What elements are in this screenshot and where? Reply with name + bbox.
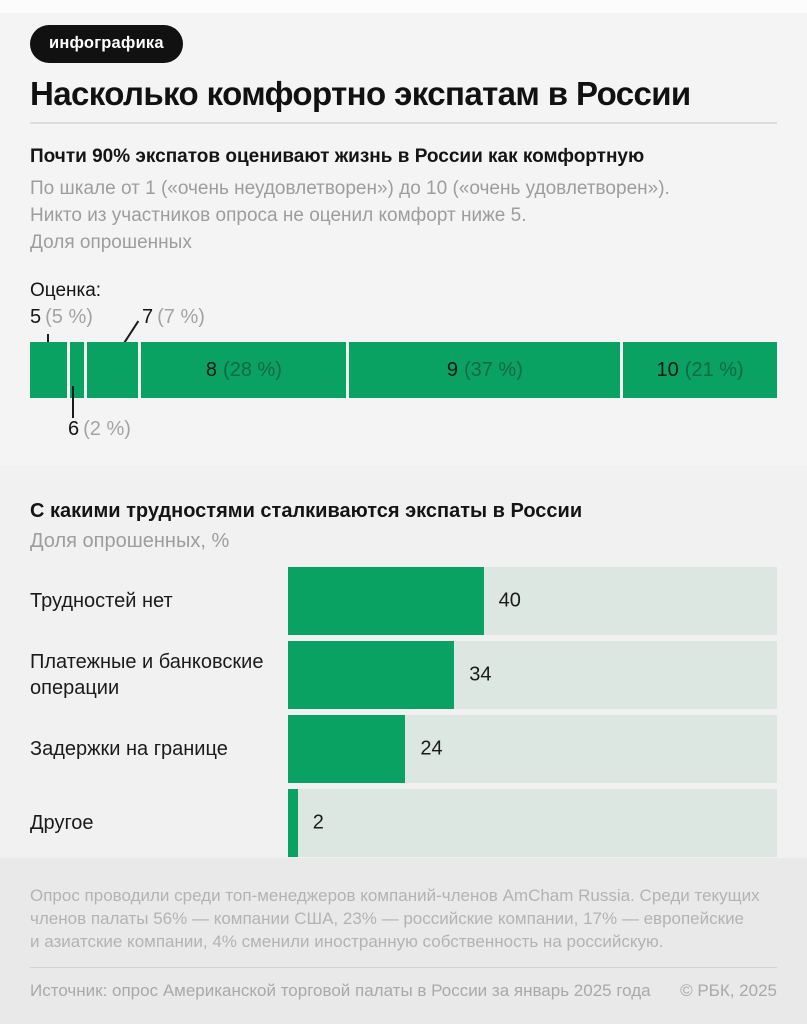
bar-fill bbox=[288, 715, 406, 783]
segment-5-score: 5 bbox=[30, 306, 42, 328]
segment-6-callout: 6 (2 %) bbox=[68, 418, 131, 441]
rating-chart: Оценка: 5 (5 %) 7 (7 %) 8 (28 %) 9 (37 %) 10 (2… bbox=[30, 274, 777, 464]
top-strip bbox=[0, 0, 807, 13]
chart2-title: С какими трудностями сталкиваются экспат… bbox=[30, 500, 583, 522]
chart2-unit-label: Доля опрошенных, % bbox=[30, 530, 230, 552]
rating-segment-6 bbox=[69, 342, 85, 398]
chart1-note-line: Никто из участников опроса не оценил ком… bbox=[30, 205, 527, 226]
rating-segment-7 bbox=[87, 342, 139, 398]
segment-7-callout: 7 (7 %) bbox=[142, 306, 205, 329]
footer-divider bbox=[30, 967, 777, 968]
bar-fill bbox=[288, 789, 298, 857]
bar-track: 34 bbox=[288, 641, 777, 709]
rating-stacked-bar: 8 (28 %) 9 (37 %) 10 (21 %) bbox=[30, 342, 777, 398]
category-badge: инфографика bbox=[30, 25, 183, 63]
segment-10-score: 10 bbox=[656, 358, 679, 381]
chart1-note-line: По шкале от 1 («очень неудовлетворен») д… bbox=[30, 178, 670, 199]
segment-10-percent: (21 %) bbox=[684, 358, 744, 381]
rating-segment-10: 10 (21 %) bbox=[623, 342, 777, 398]
segment-6-score: 6 bbox=[68, 418, 80, 440]
difficulties-section: С какими трудностями сталкиваются экспат… bbox=[0, 465, 807, 858]
bar-fill bbox=[288, 567, 484, 635]
segment-9-percent: (37 %) bbox=[463, 358, 523, 381]
methodology-note-line: и азиатские компании, 4% сменили иностра… bbox=[30, 932, 664, 951]
difficulty-row: Задержки на границе 24 bbox=[30, 715, 777, 783]
rating-segment-8: 8 (28 %) bbox=[141, 342, 347, 398]
chart1-title: Почти 90% экспатов оценивают жизнь в Рос… bbox=[30, 146, 645, 167]
segment-6-connector bbox=[72, 386, 74, 418]
methodology-note-line: Опрос проводили среди топ-менеджеров ком… bbox=[30, 886, 760, 905]
bar-value: 24 bbox=[420, 737, 443, 760]
bar-value: 2 bbox=[312, 811, 324, 834]
bar-track: 2 bbox=[288, 789, 777, 857]
methodology-note: Опрос проводили среди топ-менеджеров ком… bbox=[30, 884, 777, 953]
methodology-note-line: членов палаты 56% — компании США, 23% — … bbox=[30, 909, 745, 928]
comfort-rating-section: Почти 90% экспатов оценивают жизнь в Рос… bbox=[0, 123, 807, 465]
rating-segment-9: 9 (37 %) bbox=[349, 342, 621, 398]
page-title: Насколько комфортно экспатам в России bbox=[30, 74, 691, 112]
rating-segment-5 bbox=[30, 342, 67, 398]
scale-label: Оценка: bbox=[30, 280, 102, 301]
bar-value: 40 bbox=[498, 589, 521, 612]
segment-5-percent: (5 %) bbox=[45, 306, 93, 328]
bar-track: 40 bbox=[288, 567, 777, 635]
difficulty-label: Другое bbox=[30, 812, 94, 834]
chart1-note-line: Доля опрошенных bbox=[30, 232, 192, 253]
difficulty-label: Задержки на границе bbox=[30, 738, 228, 760]
segment-7-score: 7 bbox=[142, 306, 154, 328]
source-row: Источник: опрос Американской торговой па… bbox=[30, 981, 777, 1001]
source-text: Источник: опрос Американской торговой па… bbox=[30, 981, 651, 1000]
bar-fill bbox=[288, 641, 455, 709]
header: инфографика Насколько комфортно экспатам… bbox=[0, 0, 807, 124]
difficulty-label: Платежные и банковские операции bbox=[30, 651, 264, 699]
segment-8-score: 8 bbox=[205, 358, 218, 381]
segment-7-percent: (7 %) bbox=[157, 306, 205, 328]
difficulty-row: Другое 2 bbox=[30, 789, 777, 857]
footer: Опрос проводили среди топ-менеджеров ком… bbox=[0, 858, 807, 1024]
segment-5-callout: 5 (5 %) bbox=[30, 306, 93, 329]
difficulty-row: Трудностей нет 40 bbox=[30, 567, 777, 635]
title-divider bbox=[30, 121, 777, 124]
copyright-text: © РБК, 2025 bbox=[680, 981, 777, 1000]
segment-8-percent: (28 %) bbox=[223, 358, 282, 381]
bar-value: 34 bbox=[469, 663, 492, 686]
segment-6-percent: (2 %) bbox=[83, 418, 131, 440]
difficulty-row: Платежные и банковские операции 34 bbox=[30, 641, 777, 709]
chart1-notes: По шкале от 1 («очень неудовлетворен») д… bbox=[30, 175, 777, 256]
segment-9-score: 9 bbox=[446, 358, 458, 381]
difficulty-label: Трудностей нет bbox=[30, 590, 173, 612]
bar-track: 24 bbox=[288, 715, 777, 783]
difficulties-rows: Трудностей нет 40 Платежные и банковские о… bbox=[30, 567, 777, 857]
